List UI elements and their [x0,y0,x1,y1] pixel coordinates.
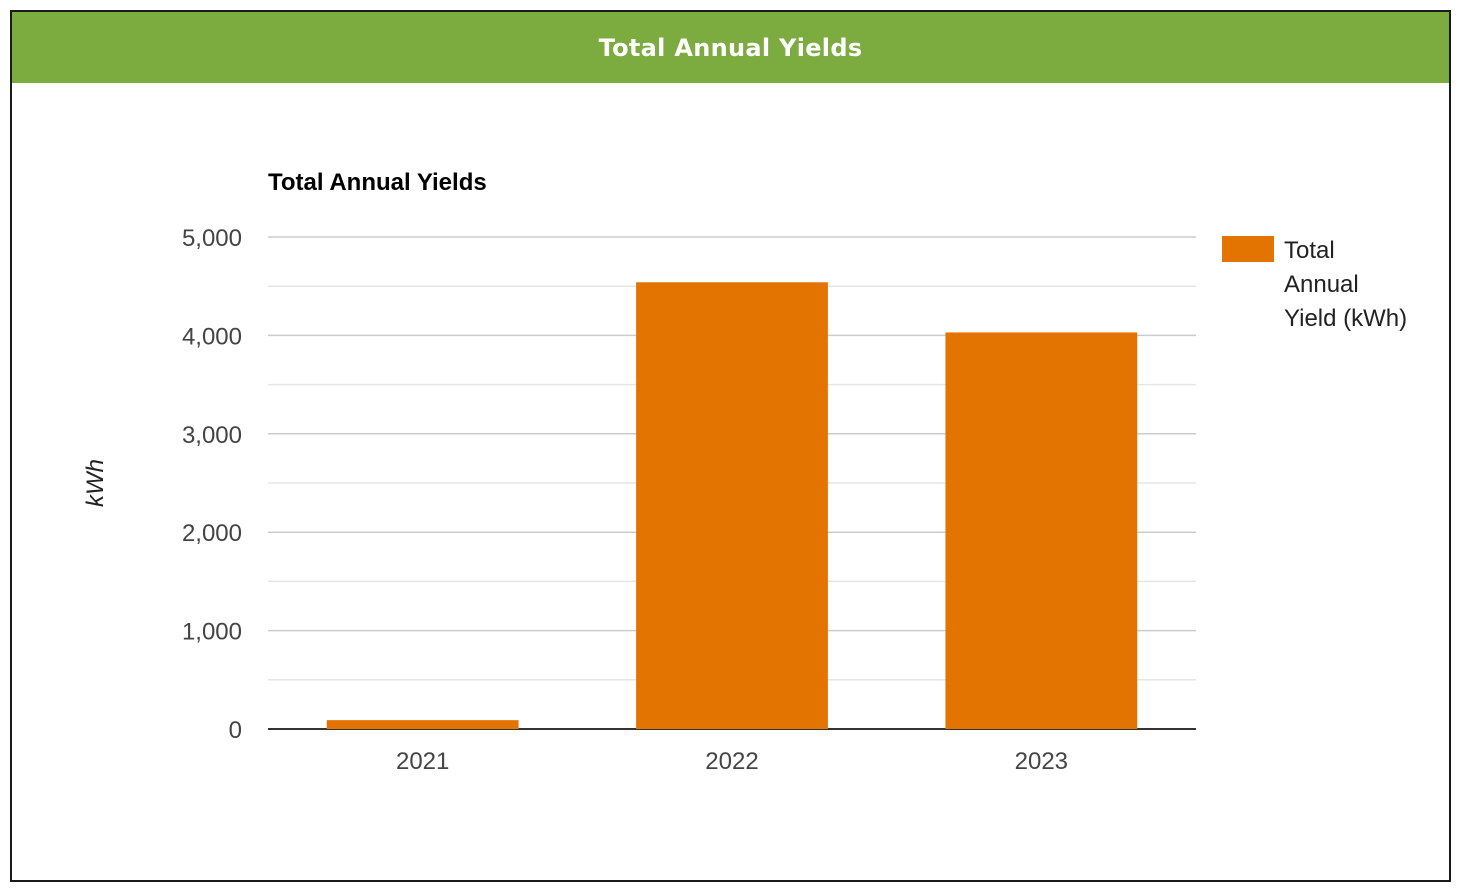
legend-label: Total Annual Yield (kWh) [1284,237,1407,332]
bar-2022[interactable] [636,282,828,729]
chart-panel: Total Annual Yields [10,10,1451,882]
bar-2023[interactable] [945,332,1138,729]
y-axis-ticks: 0 1,000 2,000 3,000 4,000 5,000 [182,225,242,744]
bars [326,282,1138,729]
y-tick-label: 0 [229,717,242,744]
y-tick-label: 5,000 [182,225,242,252]
x-tick-label: 2023 [1015,748,1068,775]
bar-2021[interactable] [326,720,519,729]
chart-title: Total Annual Yields [268,169,487,196]
panel-header: Total Annual Yields [12,12,1449,83]
legend-label-line: Annual [1284,271,1359,298]
y-tick-label: 3,000 [182,422,242,449]
y-axis-title: kWh [82,459,109,507]
panel-header-title: Total Annual Yields [598,33,863,62]
x-tick-label: 2022 [705,748,758,775]
legend-swatch [1222,236,1274,262]
y-tick-label: 2,000 [182,520,242,547]
legend-label-line: Yield (kWh) [1284,305,1407,332]
y-tick-label: 1,000 [182,619,242,646]
x-tick-label: 2021 [396,748,449,775]
x-axis-ticks: 2021 2022 2023 [396,748,1068,775]
y-tick-label: 4,000 [182,323,242,350]
legend[interactable]: Total Annual Yield (kWh) [1222,236,1407,332]
legend-label-line: Total [1284,237,1335,264]
